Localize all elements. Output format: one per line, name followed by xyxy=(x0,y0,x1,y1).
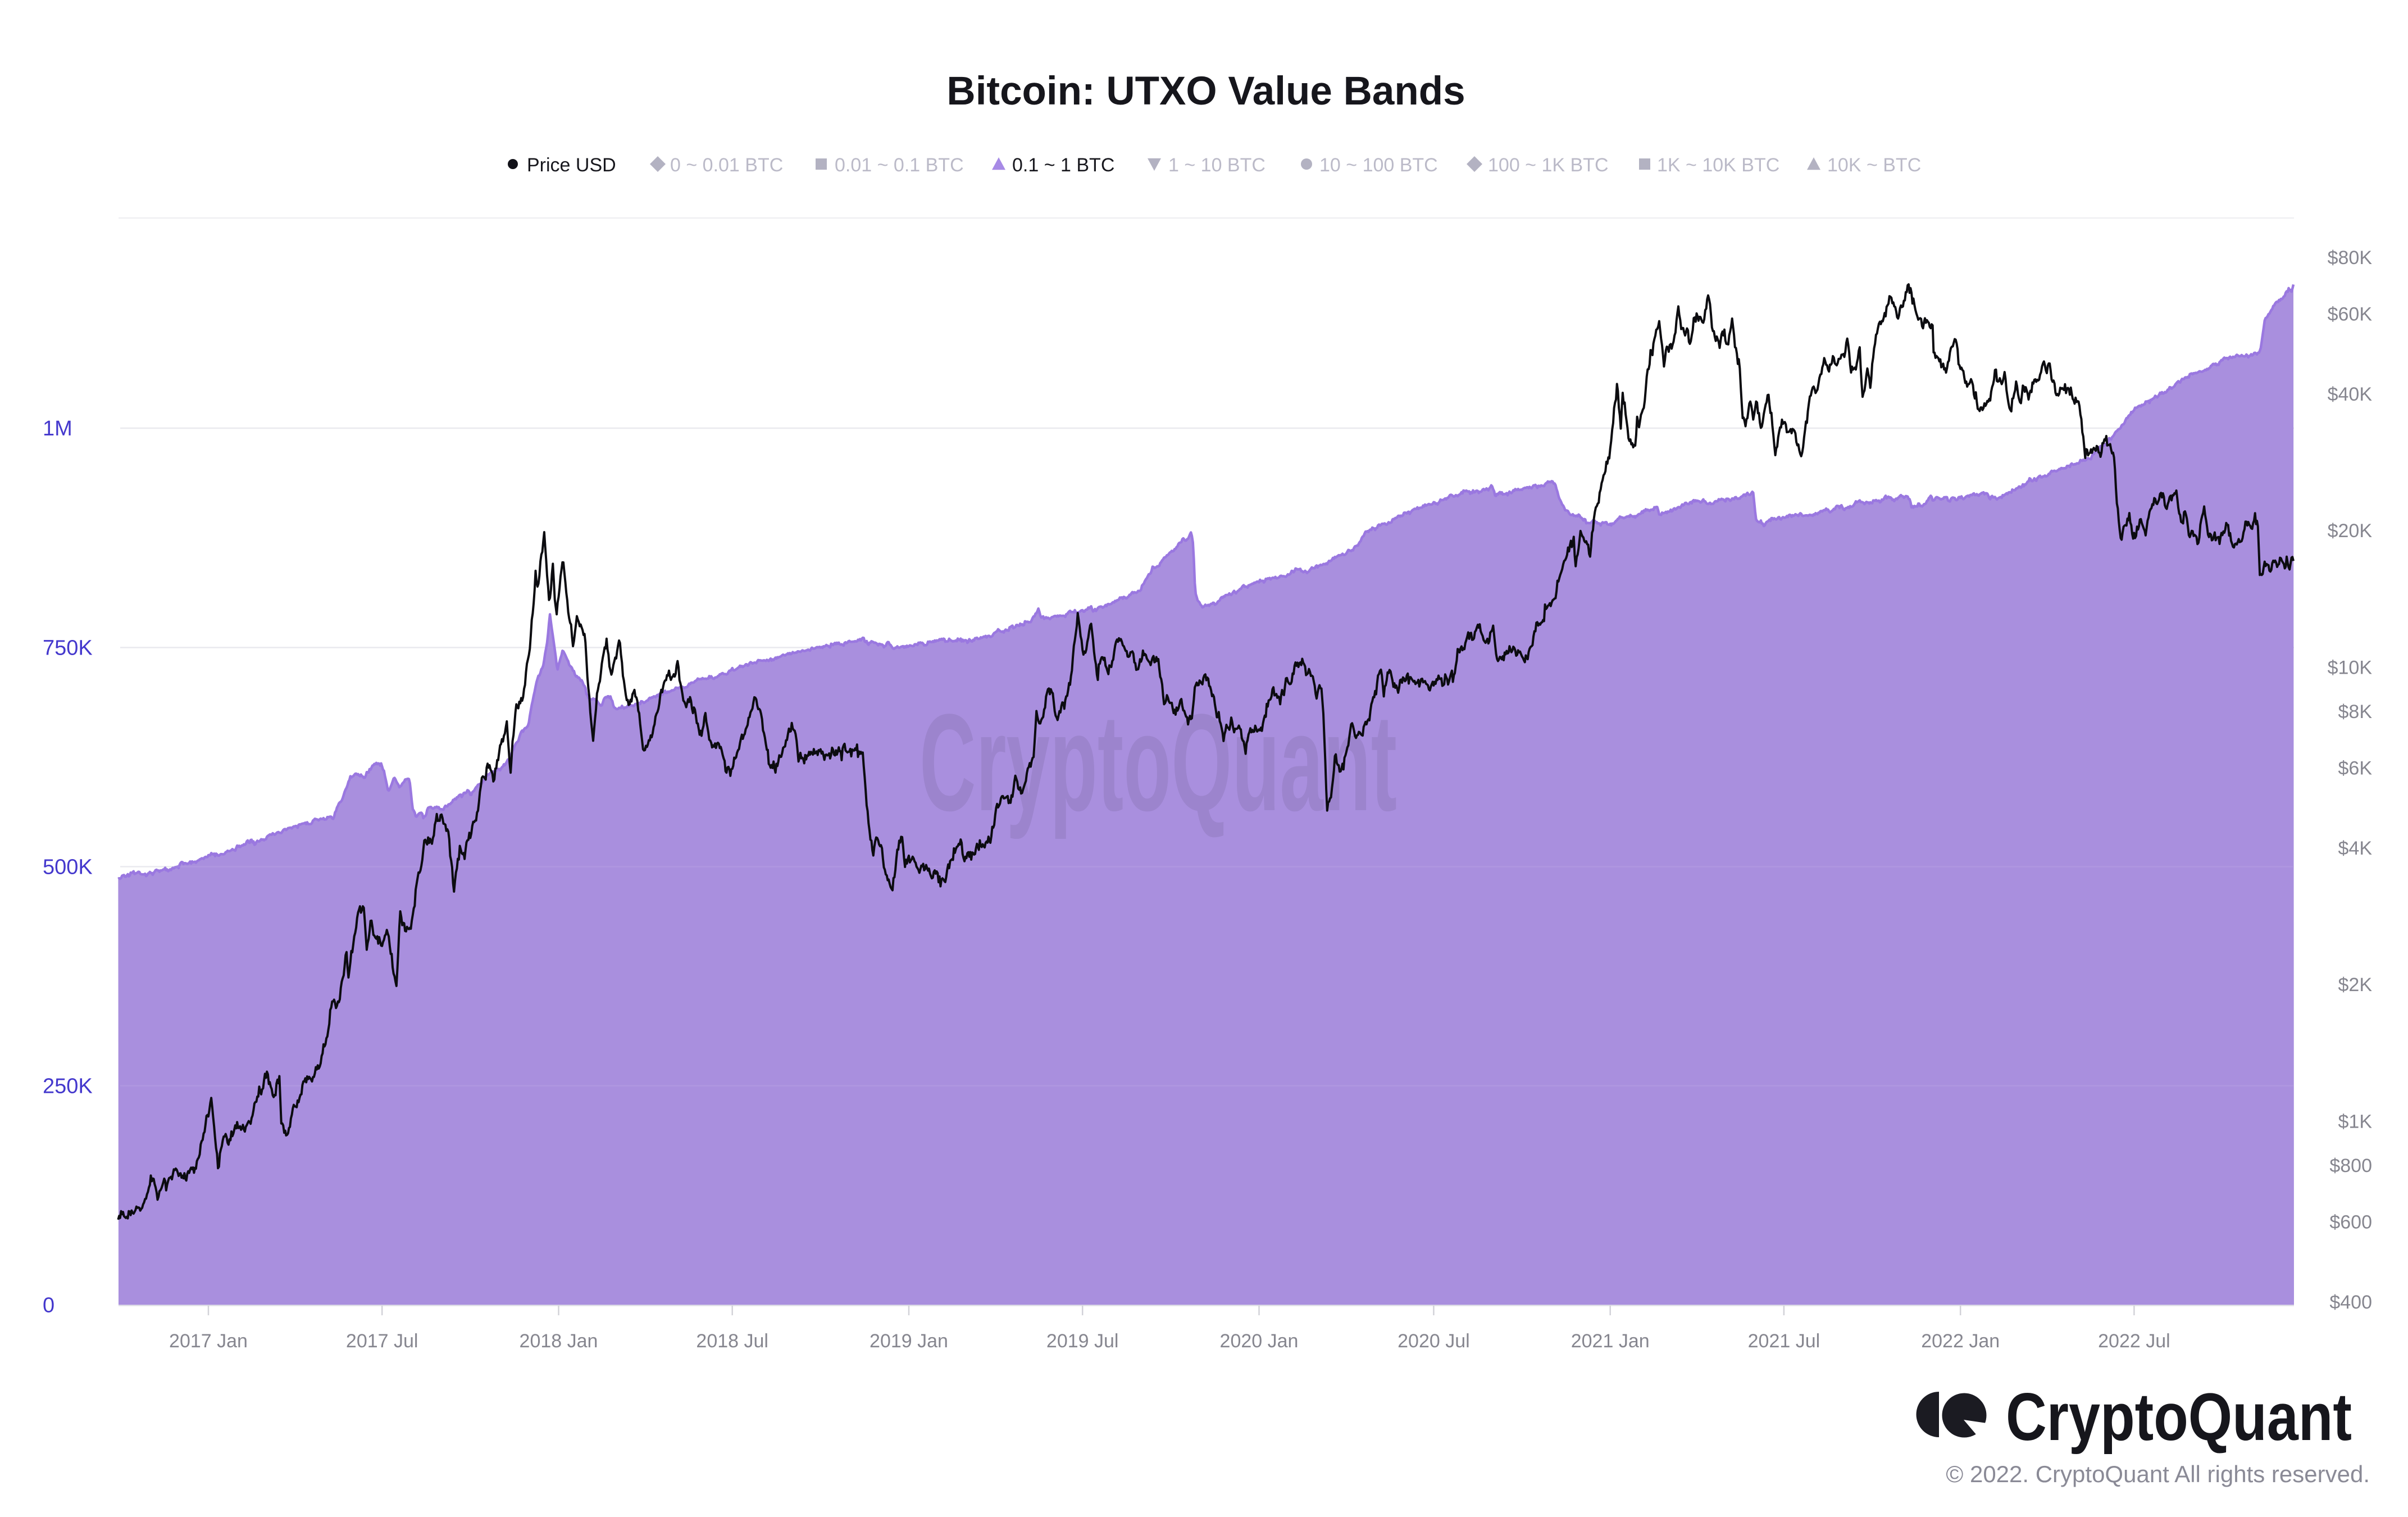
svg-text:$60K: $60K xyxy=(2328,304,2373,325)
svg-text:10 ~ 100 BTC: 10 ~ 100 BTC xyxy=(1319,155,1438,176)
svg-text:10K ~ BTC: 10K ~ BTC xyxy=(1827,155,1921,176)
svg-text:$600: $600 xyxy=(2329,1212,2372,1233)
svg-text:$800: $800 xyxy=(2329,1155,2372,1177)
svg-text:$10K: $10K xyxy=(2328,657,2373,679)
svg-text:$1K: $1K xyxy=(2338,1111,2373,1133)
svg-text:0.01 ~ 0.1 BTC: 0.01 ~ 0.1 BTC xyxy=(835,155,964,176)
svg-text:$400: $400 xyxy=(2329,1292,2372,1313)
svg-text:100 ~ 1K BTC: 100 ~ 1K BTC xyxy=(1488,155,1609,176)
svg-text:$80K: $80K xyxy=(2328,247,2373,269)
svg-text:2019 Jul: 2019 Jul xyxy=(1046,1330,1119,1352)
svg-text:2017 Jan: 2017 Jan xyxy=(169,1330,248,1352)
svg-text:500K: 500K xyxy=(43,856,93,879)
svg-text:0 ~ 0.01 BTC: 0 ~ 0.01 BTC xyxy=(670,155,783,176)
svg-text:© 2022. CryptoQuant All rights: © 2022. CryptoQuant All rights reserved. xyxy=(1946,1461,2370,1487)
svg-text:250K: 250K xyxy=(43,1075,93,1098)
svg-text:$8K: $8K xyxy=(2338,701,2373,723)
svg-text:2021 Jan: 2021 Jan xyxy=(1571,1330,1650,1352)
svg-text:1K ~ 10K BTC: 1K ~ 10K BTC xyxy=(1657,155,1779,176)
svg-text:2020 Jul: 2020 Jul xyxy=(1398,1330,1470,1352)
svg-text:$40K: $40K xyxy=(2328,384,2373,405)
svg-text:2018 Jan: 2018 Jan xyxy=(520,1330,598,1352)
svg-text:1M: 1M xyxy=(43,417,72,440)
svg-text:CryptoQuant: CryptoQuant xyxy=(919,685,1397,840)
svg-text:$6K: $6K xyxy=(2338,758,2373,779)
svg-text:0: 0 xyxy=(43,1294,54,1318)
svg-text:1 ~ 10 BTC: 1 ~ 10 BTC xyxy=(1168,155,1266,176)
svg-text:2017 Jul: 2017 Jul xyxy=(346,1330,418,1352)
svg-text:2019 Jan: 2019 Jan xyxy=(870,1330,948,1352)
svg-text:2018 Jul: 2018 Jul xyxy=(696,1330,768,1352)
svg-text:Bitcoin: UTXO Value Bands: Bitcoin: UTXO Value Bands xyxy=(946,69,1465,113)
svg-text:CryptoQuant: CryptoQuant xyxy=(2006,1379,2352,1455)
svg-text:750K: 750K xyxy=(43,637,93,660)
svg-text:2022 Jul: 2022 Jul xyxy=(2098,1330,2170,1352)
svg-text:2022 Jan: 2022 Jan xyxy=(1921,1330,2000,1352)
svg-text:2020 Jan: 2020 Jan xyxy=(1220,1330,1299,1352)
svg-text:$4K: $4K xyxy=(2338,838,2373,859)
svg-text:2021 Jul: 2021 Jul xyxy=(1748,1330,1820,1352)
svg-text:0.1 ~ 1 BTC: 0.1 ~ 1 BTC xyxy=(1012,155,1114,176)
svg-text:Price USD: Price USD xyxy=(527,155,616,176)
svg-text:$2K: $2K xyxy=(2338,974,2373,996)
svg-text:$20K: $20K xyxy=(2328,520,2373,542)
